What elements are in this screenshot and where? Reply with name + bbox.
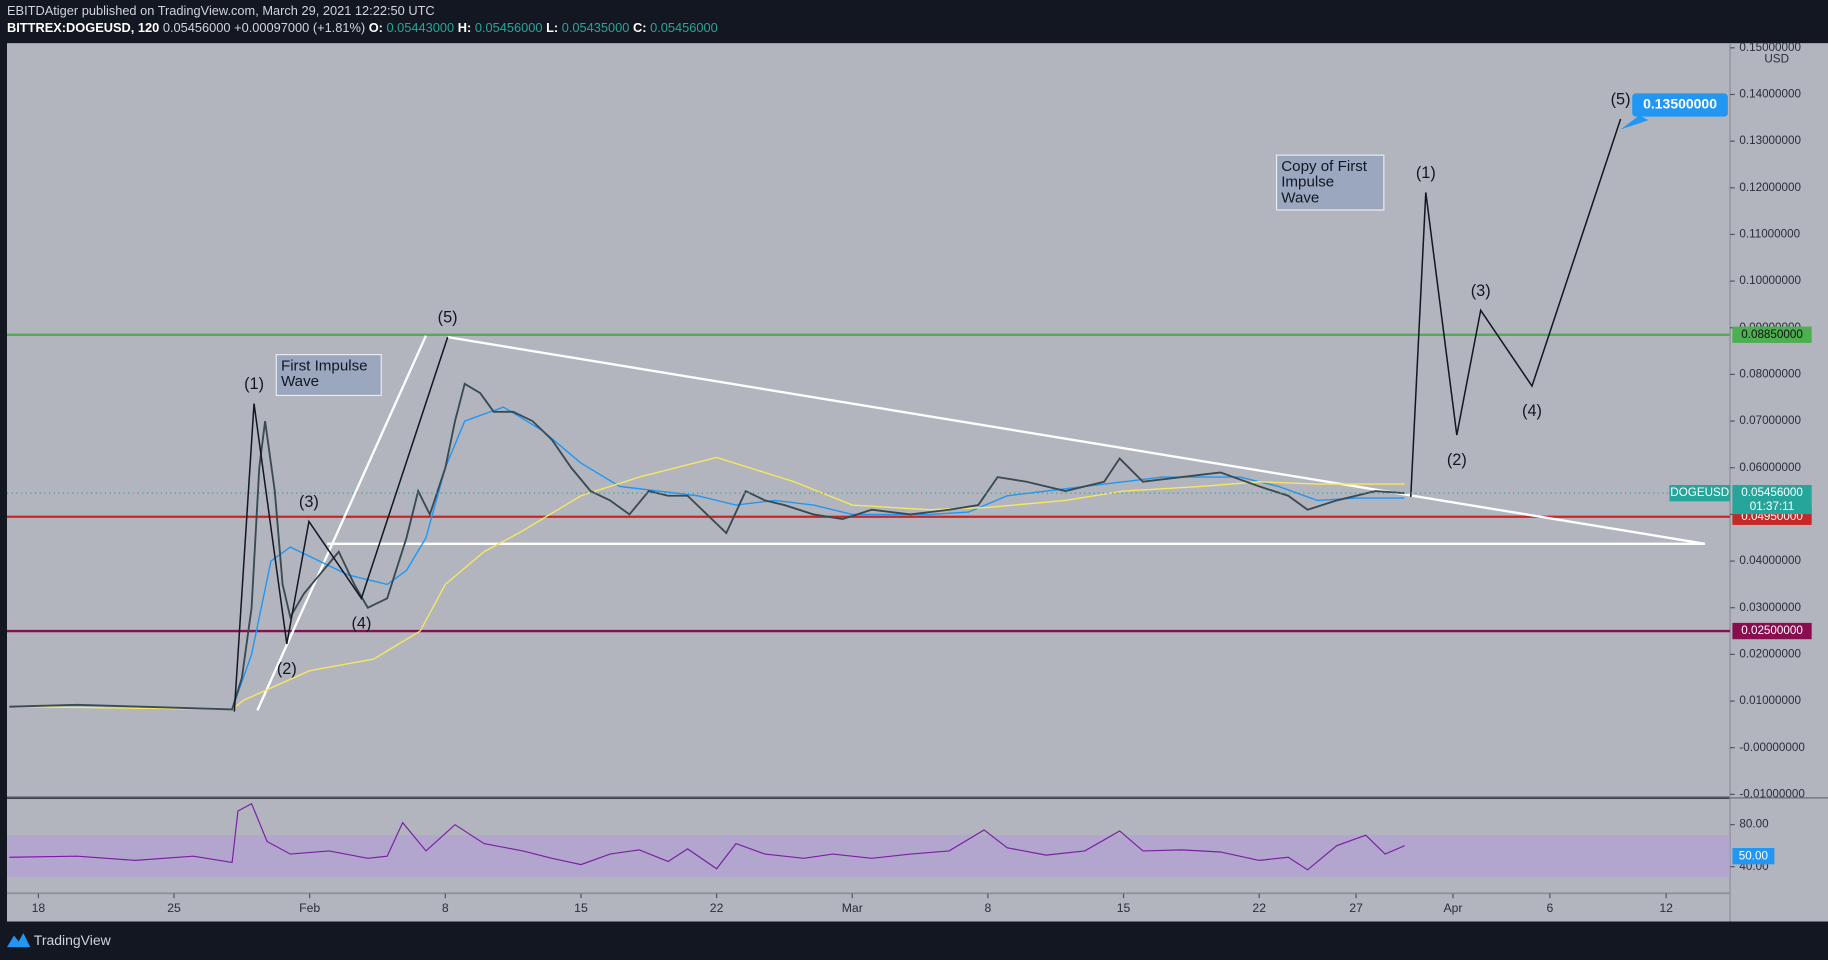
ohlc-value: 0.05443000 (387, 21, 455, 36)
y-tick-label: 0.08000000 (1739, 368, 1801, 381)
level-label: 0.02500000 (1741, 624, 1803, 637)
y-tick-label: 80.00 (1739, 818, 1769, 831)
annotation-text: Impulse (1281, 174, 1334, 191)
wave-label: (2) (1447, 451, 1467, 469)
x-tick-label: Mar (842, 901, 863, 915)
moving-average (9, 456, 1405, 711)
brand: TradingView (34, 932, 112, 948)
logo-icon (6, 933, 31, 948)
countdown-label: 01:37:11 (1750, 500, 1795, 513)
y-tick-label: 0.13000000 (1739, 134, 1801, 147)
currency-label: USD (1764, 53, 1789, 66)
wave-label: (4) (351, 614, 371, 632)
wave-line (233, 336, 449, 712)
wave-label: (1) (1416, 164, 1436, 182)
ohlc-value: 0.05456000 (650, 21, 718, 36)
tradingview-logo: TradingView (6, 932, 112, 948)
symbol-box (1669, 484, 1731, 502)
x-tick-label: 12 (1659, 901, 1673, 915)
symbol: BITTREX:DOGEUSD, 120 (7, 21, 159, 36)
annotation-box (1275, 154, 1385, 211)
x-tick-label: Apr (1443, 901, 1462, 915)
y-tick-label: 0.11000000 (1739, 228, 1800, 241)
ohlc-key: L: (546, 21, 558, 36)
y-tick-label: 0.14000000 (1739, 88, 1801, 101)
ohlc-value: 0.05456000 (475, 21, 543, 36)
wave-label: (5) (1611, 91, 1631, 109)
x-tick-label: 15 (574, 901, 588, 915)
y-tick-label: 0.02000000 (1739, 647, 1801, 660)
y-tick-label: -0.01000000 (1739, 787, 1805, 800)
annotation-text: Wave (281, 373, 319, 390)
symbol-line: BITTREX:DOGEUSD, 120 0.05456000 +0.00097… (7, 21, 718, 36)
wave-label: (3) (299, 493, 319, 511)
rsi-value-box (1732, 848, 1775, 865)
trendline (256, 335, 428, 711)
target-box (1632, 93, 1728, 117)
x-tick-label: 15 (1117, 901, 1131, 915)
moving-average (9, 406, 1405, 711)
y-tick-label: 0.10000000 (1739, 274, 1801, 287)
annotation-box (275, 354, 382, 397)
x-tick-label: 27 (1349, 901, 1363, 915)
y-tick-label: 0.12000000 (1739, 181, 1801, 194)
level-label: 0.08850000 (1741, 328, 1803, 341)
x-tick-label: 6 (1546, 901, 1553, 915)
last-price-label: 0.05456000 (1741, 486, 1803, 499)
ohlc-key: C: (633, 21, 647, 36)
price-axis (1730, 43, 1828, 922)
y-tick-label: 0.15000000 (1739, 41, 1801, 54)
x-tick-label: 8 (984, 901, 991, 915)
ohlc-value: 0.05435000 (562, 21, 630, 36)
time-axis (6, 892, 1731, 922)
level-label-box (1732, 326, 1812, 343)
trendline (447, 335, 1706, 545)
last-price-box (1732, 484, 1812, 515)
x-tick-label: 18 (32, 901, 46, 915)
target-pointer (1620, 115, 1649, 130)
rsi-line (9, 802, 1405, 871)
wave-label: (2) (277, 660, 297, 678)
price-line (9, 382, 1405, 711)
ohlc-key: O: (369, 21, 383, 36)
x-tick-label: 22 (710, 901, 724, 915)
x-tick-label: 22 (1252, 901, 1266, 915)
rsi-value-label: 50.00 (1739, 849, 1769, 862)
wave-label: (1) (244, 375, 264, 393)
change: +0.00097000 (+1.81%) (234, 21, 365, 36)
y-tick-label: 0.01000000 (1739, 694, 1801, 707)
x-tick-label: 8 (442, 901, 449, 915)
wave-label: (4) (1522, 402, 1542, 420)
y-tick-label: 0.03000000 (1739, 601, 1801, 614)
wave-label: (3) (1471, 282, 1491, 300)
price-pane (6, 43, 1731, 797)
wave-line (1409, 118, 1622, 497)
annotation-text: Wave (1281, 189, 1319, 206)
published-line: EBITDAtiger published on TradingView.com… (7, 3, 435, 18)
x-tick-label: Feb (299, 901, 320, 915)
annotation-text: Copy of First (1281, 158, 1368, 175)
level-label-box (1732, 622, 1812, 640)
target-label: 0.13500000 (1643, 96, 1717, 112)
symbol-label: DOGEUSD (1670, 486, 1729, 499)
x-tick-label: 25 (167, 901, 181, 915)
wave-label: (5) (438, 309, 458, 327)
ohlc-key: H: (458, 21, 472, 36)
y-tick-label: 0.07000000 (1739, 414, 1801, 427)
y-tick-label: -0.00000000 (1739, 741, 1805, 754)
y-tick-label: 0.06000000 (1739, 461, 1801, 474)
y-tick-label: 0.04000000 (1739, 554, 1801, 567)
annotation-text: First Impulse (281, 357, 368, 374)
price: 0.05456000 (163, 21, 231, 36)
rsi-band (6, 835, 1731, 878)
